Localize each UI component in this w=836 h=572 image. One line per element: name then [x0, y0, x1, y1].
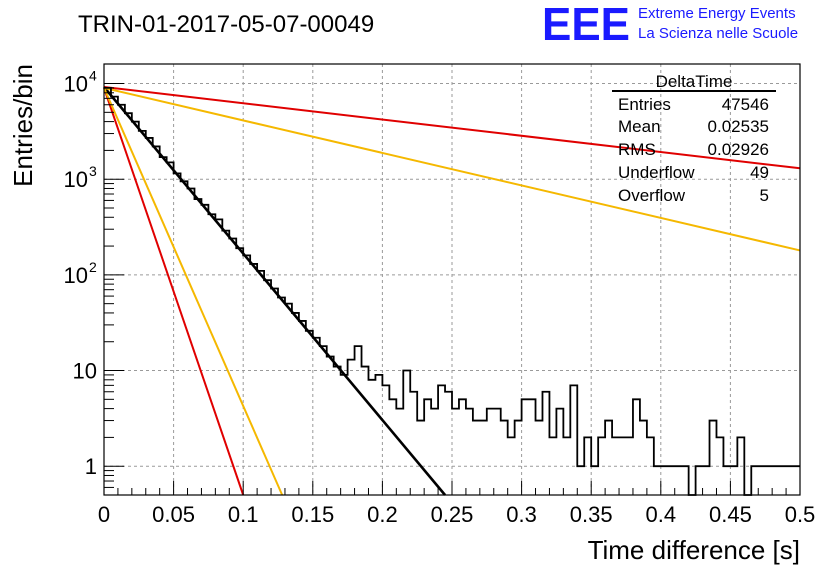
x-tick-label: 0.35 [570, 502, 613, 527]
x-tick-label: 0.5 [785, 502, 816, 527]
logo-mark: EEE [542, 0, 630, 50]
x-tick-label: 0.05 [152, 502, 195, 527]
series-line-2 [103, 87, 245, 496]
y-tick-label: 10 [64, 167, 88, 192]
logo-line-1: Extreme Energy Events [638, 5, 796, 22]
x-tick-label: 0.45 [709, 502, 752, 527]
logo-line-2: La Scienza nelle Scuole [638, 25, 798, 42]
x-tick-label: 0 [98, 502, 110, 527]
stats-value-mean: 0.02535 [708, 117, 769, 136]
chart-title: TRIN-01-2017-05-07-00049 [78, 11, 374, 38]
y-tick-label: 10 [64, 72, 88, 97]
y-tick-label: 10 [73, 359, 97, 384]
x-tick-label: 0.1 [228, 502, 259, 527]
grid [104, 64, 800, 495]
series-line-5 [103, 86, 801, 252]
y-tick-exponent: 3 [89, 163, 97, 179]
stats-label-underflow: Underflow [618, 163, 695, 182]
stats-title: DeltaTime [656, 72, 733, 91]
y-tick-label: 1 [85, 454, 97, 479]
stats-value-overflow: 5 [760, 186, 769, 205]
y-tick-label: 10 [64, 263, 88, 288]
x-tick-label: 0.25 [431, 502, 474, 527]
x-tick-label: 0.15 [291, 502, 334, 527]
series-line-1 [103, 86, 447, 496]
series-layer [103, 85, 801, 496]
x-tick-label: 0.4 [646, 502, 677, 527]
stats-label-entries: Entries [618, 95, 671, 114]
stats-value-rms: 0.02926 [708, 140, 769, 159]
x-tick-label: 0.2 [367, 502, 398, 527]
histogram-outline [104, 87, 800, 496]
stats-label-overflow: Overflow [618, 186, 686, 205]
series-line-4 [103, 85, 801, 170]
y-tick-exponent: 4 [89, 68, 97, 84]
x-axis-label: Time difference [s] [588, 535, 800, 565]
y-axis-label: Entries/bin [8, 64, 38, 187]
y-tick-exponent: 2 [89, 259, 97, 275]
series-line-3 [103, 87, 284, 496]
stats-value-entries: 47546 [722, 95, 769, 114]
stats-label-mean: Mean [618, 117, 661, 136]
x-tick-label: 0.3 [506, 502, 537, 527]
stats-box: DeltaTime Entries 47546 Mean 0.02535 RMS… [612, 72, 776, 205]
stats-label-rms: RMS [618, 140, 656, 159]
stats-value-underflow: 49 [750, 163, 769, 182]
histogram-layer [104, 87, 800, 496]
x-ticks: 0 0.05 0.1 0.15 0.2 0.25 0.3 0.35 0.4 0.45 0.5 [98, 481, 815, 527]
